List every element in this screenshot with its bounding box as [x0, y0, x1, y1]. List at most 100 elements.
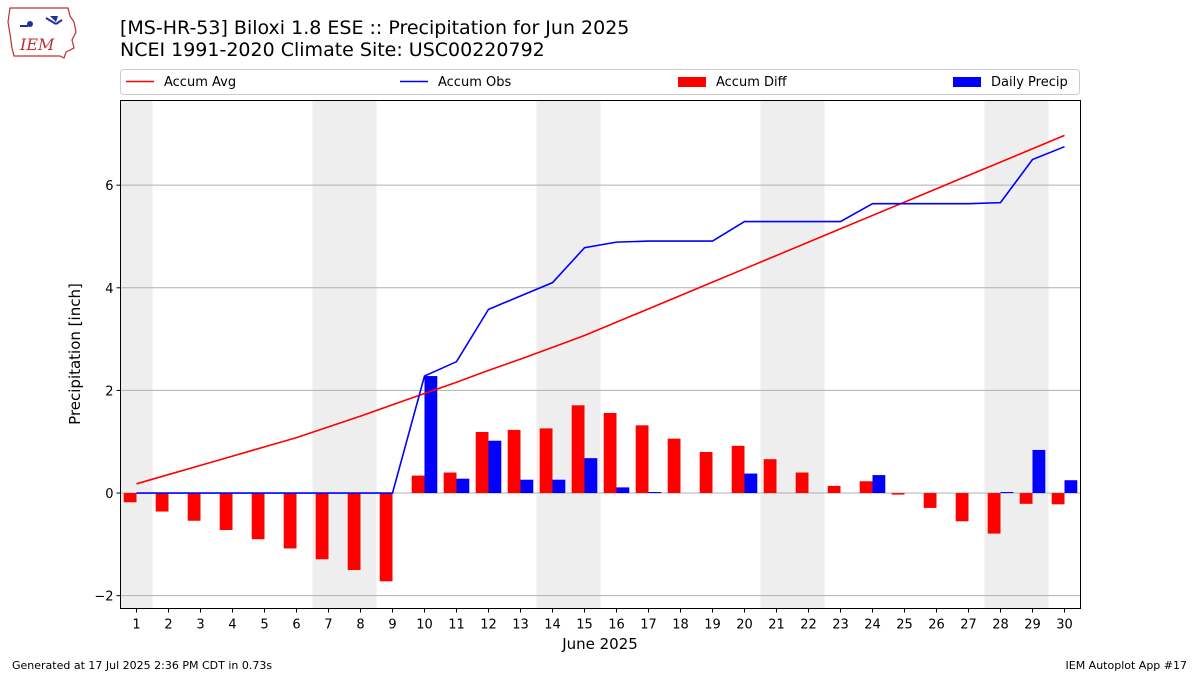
plot-frame [120, 100, 1081, 609]
daily-precip-bar [616, 487, 630, 494]
x-tick-label: 19 [704, 618, 721, 633]
legend-label: Accum Obs [438, 75, 511, 90]
accum-diff-bar [315, 493, 329, 560]
x-tick-label: 9 [388, 618, 396, 633]
accum-diff-bar [379, 493, 393, 582]
accum-diff-bar [219, 493, 233, 530]
accum-diff-bar [667, 438, 681, 494]
y-tick-label: 2 [105, 384, 113, 399]
accum-diff-bar [251, 493, 265, 540]
y-tick-label: 4 [105, 282, 113, 297]
x-tick-label: 8 [356, 618, 364, 633]
x-tick-label: 28 [992, 618, 1009, 633]
accum-diff-bar [923, 493, 937, 508]
daily-precip-bar [456, 478, 470, 494]
legend-swatch-bar [953, 77, 981, 87]
y-tick-label: −2 [94, 590, 113, 605]
x-tick-label: 22 [800, 618, 817, 633]
x-tick-label: 25 [896, 618, 913, 633]
y-ticks: −2 0 2 4 6 [94, 179, 121, 605]
legend-label: Accum Diff [716, 75, 788, 90]
x-tick-label: 7 [324, 618, 332, 633]
x-tick-label: 26 [928, 618, 945, 633]
legend: Accum Avg Accum Obs Accum Diff Daily Precip [120, 69, 1080, 95]
iowa-map-logo-icon: IEM [7, 7, 77, 59]
x-tick-label: 10 [416, 618, 433, 633]
accum-diff-bar [539, 428, 553, 494]
bars [123, 376, 1078, 582]
legend-label: Accum Avg [164, 75, 236, 90]
x-tick-label: 11 [448, 618, 465, 633]
accum-diff-bar [507, 429, 521, 494]
weekend-band [760, 100, 825, 609]
x-tick-label: 15 [576, 618, 593, 633]
accum-diff-bar [859, 481, 873, 494]
x-tick-label: 20 [736, 618, 753, 633]
daily-precip-bar [744, 473, 758, 494]
app-credit: IEM Autoplot App #17 [1065, 659, 1188, 672]
x-tick-label: 30 [1056, 618, 1073, 633]
iem-logo: IEM [6, 4, 82, 60]
logo-text: IEM [19, 35, 55, 54]
generated-timestamp: Generated at 17 Jul 2025 2:36 PM CDT in … [12, 659, 273, 672]
daily-precip-bar [584, 458, 598, 494]
daily-precip-bar [1000, 492, 1014, 494]
accum-diff-bar [987, 493, 1001, 534]
accum-diff-bar [283, 493, 297, 549]
accum-diff-bar [603, 412, 617, 494]
accum-diff-bar [475, 431, 489, 494]
x-tick-label: 1 [132, 618, 140, 633]
accum-avg-line [136, 134, 1065, 485]
title-line-2: NCEI 1991-2020 Climate Site: USC00220792 [120, 39, 545, 61]
accum-diff-bar [123, 493, 137, 503]
daily-precip-bar [424, 376, 438, 494]
accum-diff-bar [1051, 493, 1065, 505]
daily-precip-bar [520, 479, 534, 494]
accum-diff-bar [347, 493, 361, 571]
accum-diff-bar [1019, 493, 1033, 504]
daily-precip-bar [488, 440, 502, 494]
accum-diff-bar [795, 472, 809, 494]
x-tick-label: 27 [960, 618, 977, 633]
x-ticks: 1 2 3 4 5 6 7 8 9 10 11 12 13 14 15 16 17 18 19 20 21 22 23 24 2… [132, 608, 1073, 633]
x-tick-label: 3 [196, 618, 204, 633]
accum-diff-bar [827, 485, 841, 494]
x-tick-label: 5 [260, 618, 268, 633]
accum-diff-bar [955, 493, 969, 522]
accum-diff-bar [635, 425, 649, 494]
accum-diff-bar [411, 475, 425, 494]
daily-precip-bar [648, 492, 662, 494]
y-tick-label: 0 [105, 487, 113, 502]
accum-diff-bar [891, 493, 905, 495]
x-tick-label: 14 [544, 618, 561, 633]
weekend-band [120, 100, 153, 609]
legend-label: Daily Precip [991, 75, 1068, 90]
accum-obs-line [136, 145, 1065, 494]
accum-diff-bar [731, 445, 745, 494]
x-tick-label: 13 [512, 618, 529, 633]
daily-precip-bar [1064, 480, 1078, 494]
x-tick-label: 29 [1024, 618, 1041, 633]
chart-title: [MS-HR-53] Biloxi 1.8 ESE :: Precipitati… [120, 17, 629, 61]
accum-diff-bar [443, 472, 457, 494]
x-axis-label: June 2025 [561, 635, 638, 653]
gridlines [120, 184, 1081, 597]
x-tick-label: 24 [864, 618, 881, 633]
legend-swatch-bar [678, 77, 706, 87]
accum-diff-bar [155, 493, 169, 512]
x-tick-label: 17 [640, 618, 657, 633]
legend-box [120, 69, 1080, 95]
y-axis-label: Precipitation [inch] [66, 283, 84, 425]
weekend-band [536, 100, 601, 609]
accum-diff-bar [187, 493, 201, 521]
daily-precip-bar [872, 475, 886, 494]
x-tick-label: 4 [228, 618, 236, 633]
x-tick-label: 23 [832, 618, 849, 633]
accum-diff-bar [763, 459, 777, 494]
x-tick-label: 2 [164, 618, 172, 633]
x-tick-label: 21 [768, 618, 785, 633]
x-tick-label: 18 [672, 618, 689, 633]
title-line-1: [MS-HR-53] Biloxi 1.8 ESE :: Precipitati… [120, 17, 630, 39]
daily-precip-bar [1032, 449, 1046, 494]
x-tick-label: 16 [608, 618, 625, 633]
